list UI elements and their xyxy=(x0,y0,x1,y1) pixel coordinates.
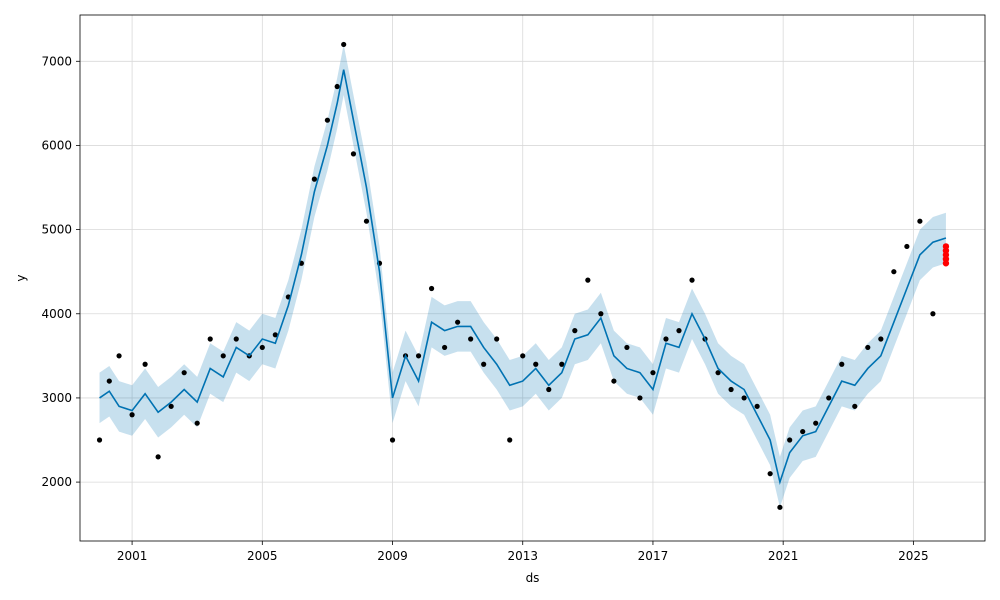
observed-point xyxy=(904,243,910,250)
observed-point xyxy=(116,353,122,359)
recent-points xyxy=(942,243,950,267)
observed-point xyxy=(839,361,845,367)
observed-point xyxy=(334,83,340,90)
observed-point xyxy=(663,336,669,342)
observed-point xyxy=(624,344,630,351)
observed-point xyxy=(585,277,591,283)
observed-point xyxy=(598,311,604,317)
observed-point xyxy=(363,218,370,224)
observed-point xyxy=(917,218,923,224)
observed-point xyxy=(767,471,773,477)
observed-point xyxy=(233,336,239,342)
observed-point xyxy=(428,285,435,292)
x-axis-ticks: 2001 2005 2009 2013 2017 2021 2025 xyxy=(117,541,929,563)
observed-point xyxy=(741,395,747,401)
observed-point xyxy=(324,117,331,123)
x-tick-label: 2025 xyxy=(898,549,929,563)
observed-point xyxy=(389,437,396,443)
observed-point xyxy=(878,336,884,342)
observed-point xyxy=(455,319,461,325)
observed-point xyxy=(572,328,578,334)
observed-point xyxy=(106,378,112,384)
plot-frame xyxy=(79,14,986,542)
y-tick-label: 7000 xyxy=(41,54,72,68)
observed-point xyxy=(930,311,936,317)
observed-point xyxy=(259,344,265,351)
observed-point xyxy=(207,336,213,342)
observed-point xyxy=(442,344,448,351)
observed-point xyxy=(891,269,897,275)
observed-point xyxy=(168,403,174,409)
observed-point xyxy=(155,454,161,460)
observed-point xyxy=(341,41,347,48)
observed-point xyxy=(533,361,539,367)
x-tick-label: 2001 xyxy=(117,549,148,563)
observed-point xyxy=(637,395,643,401)
observed-point xyxy=(142,361,148,367)
observed-point xyxy=(611,378,617,384)
observed-point xyxy=(468,336,474,342)
forecast-line-group xyxy=(99,69,947,486)
observed-point xyxy=(787,437,793,443)
observed-point xyxy=(481,361,487,367)
observed-point xyxy=(350,151,357,157)
observed-point xyxy=(272,332,278,338)
observed-point xyxy=(852,403,858,409)
observed-point xyxy=(826,395,832,401)
observed-point xyxy=(194,420,200,426)
observed-point xyxy=(676,328,682,334)
observed-point xyxy=(865,344,871,351)
observed-point xyxy=(494,336,500,342)
y-tick-label: 4000 xyxy=(41,307,72,321)
y-tick-label: 2000 xyxy=(41,475,72,489)
observed-point xyxy=(800,428,806,435)
x-tick-label: 2009 xyxy=(377,549,408,563)
forecast-line xyxy=(99,69,947,486)
observed-points xyxy=(96,41,949,510)
y-axis-label: y xyxy=(14,274,28,281)
x-tick-label: 2013 xyxy=(507,549,538,563)
y-tick-label: 3000 xyxy=(41,391,72,405)
uncertainty-band xyxy=(99,44,946,508)
y-axis-ticks: 2000 3000 4000 5000 6000 7000 xyxy=(41,54,80,489)
observed-point xyxy=(520,353,526,359)
observed-point xyxy=(129,412,135,418)
observed-point xyxy=(415,353,422,359)
observed-point xyxy=(728,386,734,393)
observed-point xyxy=(754,403,760,409)
recent-point xyxy=(942,243,950,250)
observed-point xyxy=(181,370,187,376)
observed-point xyxy=(689,277,695,283)
grid xyxy=(80,15,985,541)
x-tick-label: 2017 xyxy=(638,549,669,563)
observed-point xyxy=(650,370,656,376)
uncertainty-band-area xyxy=(99,44,946,508)
y-tick-label: 6000 xyxy=(41,138,72,152)
observed-point xyxy=(311,176,317,182)
y-tick-label: 5000 xyxy=(41,223,72,237)
observed-point xyxy=(96,437,103,443)
observed-point xyxy=(813,420,819,426)
x-tick-label: 2005 xyxy=(247,549,278,563)
observed-point xyxy=(715,370,721,376)
observed-point xyxy=(507,437,513,443)
observed-point xyxy=(546,386,552,393)
observed-point xyxy=(220,353,226,359)
observed-point xyxy=(559,361,565,367)
observed-point xyxy=(777,504,783,510)
x-tick-label: 2021 xyxy=(768,549,799,563)
x-axis-label: ds xyxy=(526,571,540,585)
